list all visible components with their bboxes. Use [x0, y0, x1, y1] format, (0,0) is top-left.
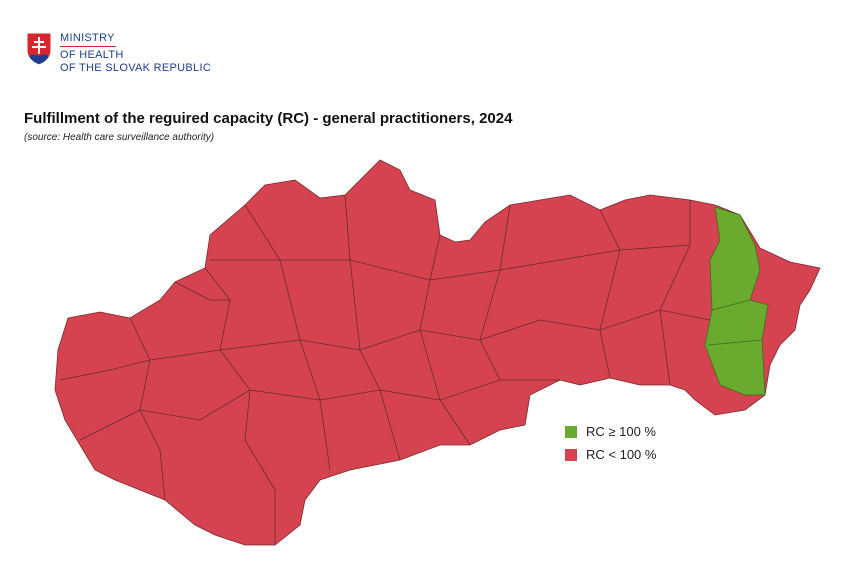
- legend-swatch: [565, 425, 577, 438]
- map-title: Fulfillment of the reguired capacity (RC…: [24, 110, 513, 127]
- map-subtitle: (source: Health care surveillance author…: [24, 132, 215, 143]
- district-borders: [707, 299, 763, 346]
- legend-swatch: [565, 448, 577, 461]
- legend-label: RC < 100 %: [586, 447, 657, 462]
- region-high: [704, 206, 769, 396]
- legend-label: RC ≥ 100 %: [586, 424, 656, 439]
- logo-text: OF HEALTH: [60, 49, 124, 61]
- district-borders: [59, 194, 711, 545]
- logo-text: OF THE SLOVAK REPUBLIC: [60, 62, 212, 74]
- logo-shield: [26, 32, 52, 66]
- logo-rule: [60, 46, 116, 47]
- legend-item: RC ≥ 100 %: [565, 424, 656, 439]
- legend-item: RC < 100 %: [565, 447, 656, 462]
- logo-text: MINISTRY: [60, 32, 115, 44]
- region-low: [54, 159, 821, 546]
